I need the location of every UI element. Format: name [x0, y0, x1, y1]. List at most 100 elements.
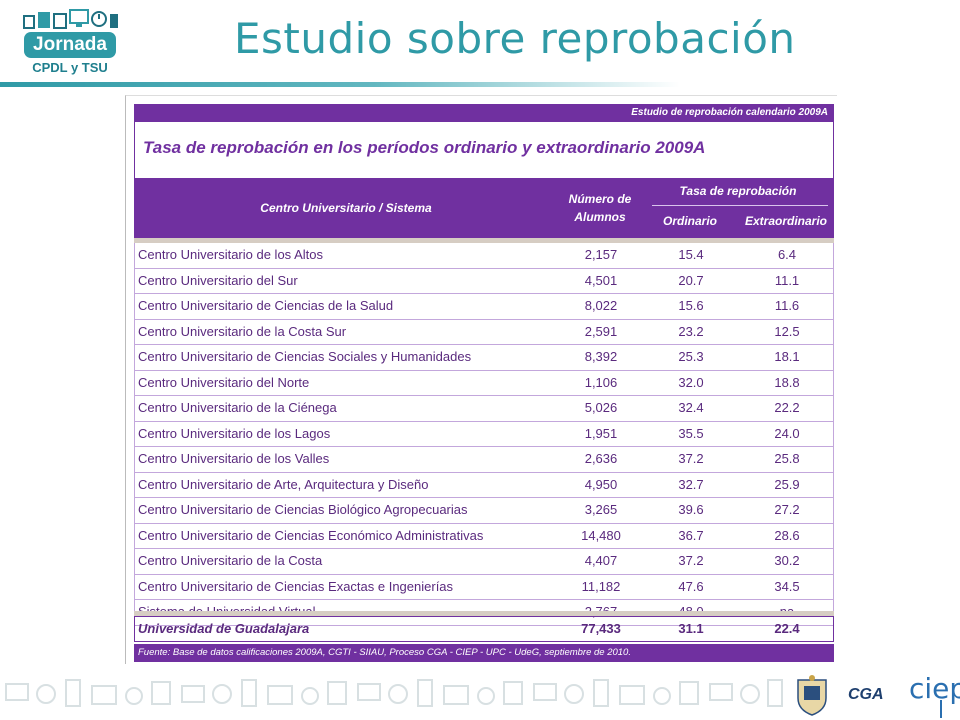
- table-row: Centro Universitario de los Altos 2,157 …: [134, 243, 834, 269]
- table-row: Centro Universitario de Ciencias Biológi…: [134, 498, 834, 524]
- cell-alumnos: 1,951: [584, 425, 618, 441]
- logo-icons-strip: [23, 9, 118, 29]
- ciep-logo: ciep: [909, 672, 960, 705]
- cell-alumnos: 14,480: [581, 527, 621, 543]
- table-image: Estudio de reprobación calendario 2009A …: [125, 95, 837, 664]
- cell-ordinario: 20.7: [678, 272, 704, 288]
- university-seal-icon: [797, 675, 827, 716]
- header-rule: [0, 82, 680, 87]
- cell-extraordinario: 22.2: [774, 400, 800, 415]
- table-row: Centro Universitario de Ciencias Económi…: [134, 523, 834, 549]
- study-caption: Estudio de reprobación calendario 2009A: [134, 104, 834, 122]
- logo-badge: Jornada: [24, 32, 116, 58]
- cell-ordinario: 37.2: [678, 553, 704, 568]
- cell-alumnos: 5,026: [584, 400, 618, 415]
- cell-name: Centro Universitario de Ciencias Exactas…: [138, 578, 454, 594]
- cell-extraordinario: 11.1: [774, 272, 800, 288]
- header-tasa: Tasa de reprobación: [679, 184, 797, 198]
- cell-alumnos: 2,591: [584, 323, 618, 339]
- header-ordinario: Ordinario: [662, 214, 717, 228]
- cell-ordinario: 32.7: [678, 476, 704, 492]
- table-row: Centro Universitario de la Costa 4,407 3…: [134, 549, 834, 575]
- total-extraordinario: 22.4: [774, 621, 800, 636]
- cell-ordinario: 25.3: [678, 349, 704, 364]
- cell-name: Centro Universitario de los Lagos: [138, 425, 331, 441]
- table-row: Centro Universitario de los Valles 2,636…: [134, 447, 834, 473]
- cell-name: Centro Universitario de los Valles: [138, 451, 330, 466]
- table-row: Centro Universitario del Sur 4,501 20.7 …: [134, 268, 834, 294]
- table-title: Tasa de reprobación en los períodos ordi…: [134, 122, 834, 178]
- cell-extraordinario: 24.0: [774, 425, 800, 441]
- cell-extraordinario: 30.2: [774, 553, 800, 568]
- cell-alumnos: 3,265: [584, 502, 618, 517]
- table-row: Centro Universitario del Norte 1,106 32.…: [134, 370, 834, 396]
- cell-extraordinario: 25.8: [774, 451, 800, 466]
- header-divider: [652, 205, 828, 206]
- cell-extraordinario: 25.9: [774, 476, 800, 492]
- table-row: Centro Universitario de Ciencias Exactas…: [134, 574, 834, 600]
- table-body: Centro Universitario de los Altos 2,157 …: [134, 243, 834, 626]
- cell-name: Centro Universitario de la Costa: [138, 553, 323, 568]
- cell-alumnos: 2,636: [584, 451, 618, 466]
- cell-extraordinario: 18.8: [774, 374, 800, 390]
- cell-name: Centro Universitario de Ciencias Biológi…: [138, 502, 468, 517]
- total-row: Universidad de Guadalajara 77,433 31.1 2…: [134, 616, 834, 642]
- header-centro: Centro Universitario / Sistema: [260, 201, 432, 215]
- cell-alumnos: 11,182: [581, 578, 621, 594]
- ciep-logo-stem: [940, 700, 942, 718]
- table-row: Centro Universitario de la Costa Sur 2,5…: [134, 319, 834, 345]
- total-name: Universidad de Guadalajara: [138, 621, 310, 636]
- cell-extraordinario: 11.6: [774, 298, 800, 313]
- cell-ordinario: 39.6: [678, 502, 704, 517]
- cell-ordinario: 15.4: [678, 247, 704, 262]
- cell-name: Centro Universitario de Ciencias Económi…: [138, 527, 484, 543]
- cell-extraordinario: 12.5: [774, 323, 800, 339]
- cell-name: Centro Universitario del Sur: [138, 272, 298, 288]
- source-note: Fuente: Base de datos calificaciones 200…: [134, 644, 834, 662]
- table-row: Centro Universitario de los Lagos 1,951 …: [134, 421, 834, 447]
- cell-ordinario: 35.5: [678, 425, 704, 441]
- cell-ordinario: 32.0: [678, 374, 704, 390]
- cell-alumnos: 1,106: [584, 374, 618, 390]
- cell-name: Centro Universitario de los Altos: [138, 247, 323, 262]
- cell-extraordinario: 18.1: [774, 349, 800, 364]
- header-extraordinario: Extraordinario: [744, 214, 828, 228]
- cell-ordinario: 15.6: [678, 298, 704, 313]
- total-alumnos: 77,433: [581, 621, 621, 636]
- cell-extraordinario: 34.5: [774, 578, 800, 594]
- cell-extraordinario: 27.2: [774, 502, 800, 517]
- cga-logo: CGA: [848, 686, 884, 703]
- cell-alumnos: 8,392: [584, 349, 618, 364]
- header-separator: [134, 238, 834, 243]
- cell-ordinario: 23.2: [678, 323, 704, 339]
- cell-name: Centro Universitario de Ciencias de la S…: [138, 298, 394, 313]
- cell-alumnos: 4,501: [584, 272, 618, 288]
- logo-subtitle: CPDL y TSU: [32, 60, 108, 75]
- table-row: Centro Universitario de Ciencias de la S…: [134, 294, 834, 320]
- table-header: Centro Universitario / Sistema Número de…: [134, 178, 834, 238]
- cell-name: Centro Universitario del Norte: [138, 374, 310, 390]
- header-alumnos: Número de Alumnos: [568, 192, 632, 224]
- cell-name: Centro Universitario de Arte, Arquitectu…: [138, 476, 429, 492]
- jornada-logo: Jornada CPDL y TSU: [18, 8, 122, 76]
- cell-alumnos: 2,157: [584, 247, 618, 262]
- cell-alumnos: 4,950: [584, 476, 618, 492]
- cell-ordinario: 36.7: [678, 527, 704, 543]
- cell-extraordinario: 28.6: [774, 527, 800, 543]
- total-ordinario: 31.1: [678, 621, 704, 636]
- footer-icon-pattern: [5, 679, 783, 707]
- cell-ordinario: 47.6: [678, 578, 704, 594]
- table-row: Centro Universitario de Arte, Arquitectu…: [134, 472, 834, 498]
- cell-name: Centro Universitario de la Costa Sur: [138, 323, 347, 339]
- page-title: Estudio sobre reprobación: [234, 14, 796, 63]
- cell-ordinario: 37.2: [678, 451, 704, 466]
- cell-ordinario: 32.4: [678, 400, 704, 415]
- cell-alumnos: 8,022: [584, 298, 618, 313]
- cell-alumnos: 4,407: [584, 553, 618, 568]
- cell-name: Centro Universitario de Ciencias Sociale…: [138, 349, 472, 364]
- table-row: Centro Universitario de la Ciénega 5,026…: [134, 396, 834, 422]
- cell-name: Centro Universitario de la Ciénega: [138, 400, 337, 415]
- total-separator: [134, 611, 834, 616]
- table-row: Centro Universitario de Ciencias Sociale…: [134, 345, 834, 371]
- cell-extraordinario: 6.4: [777, 247, 797, 262]
